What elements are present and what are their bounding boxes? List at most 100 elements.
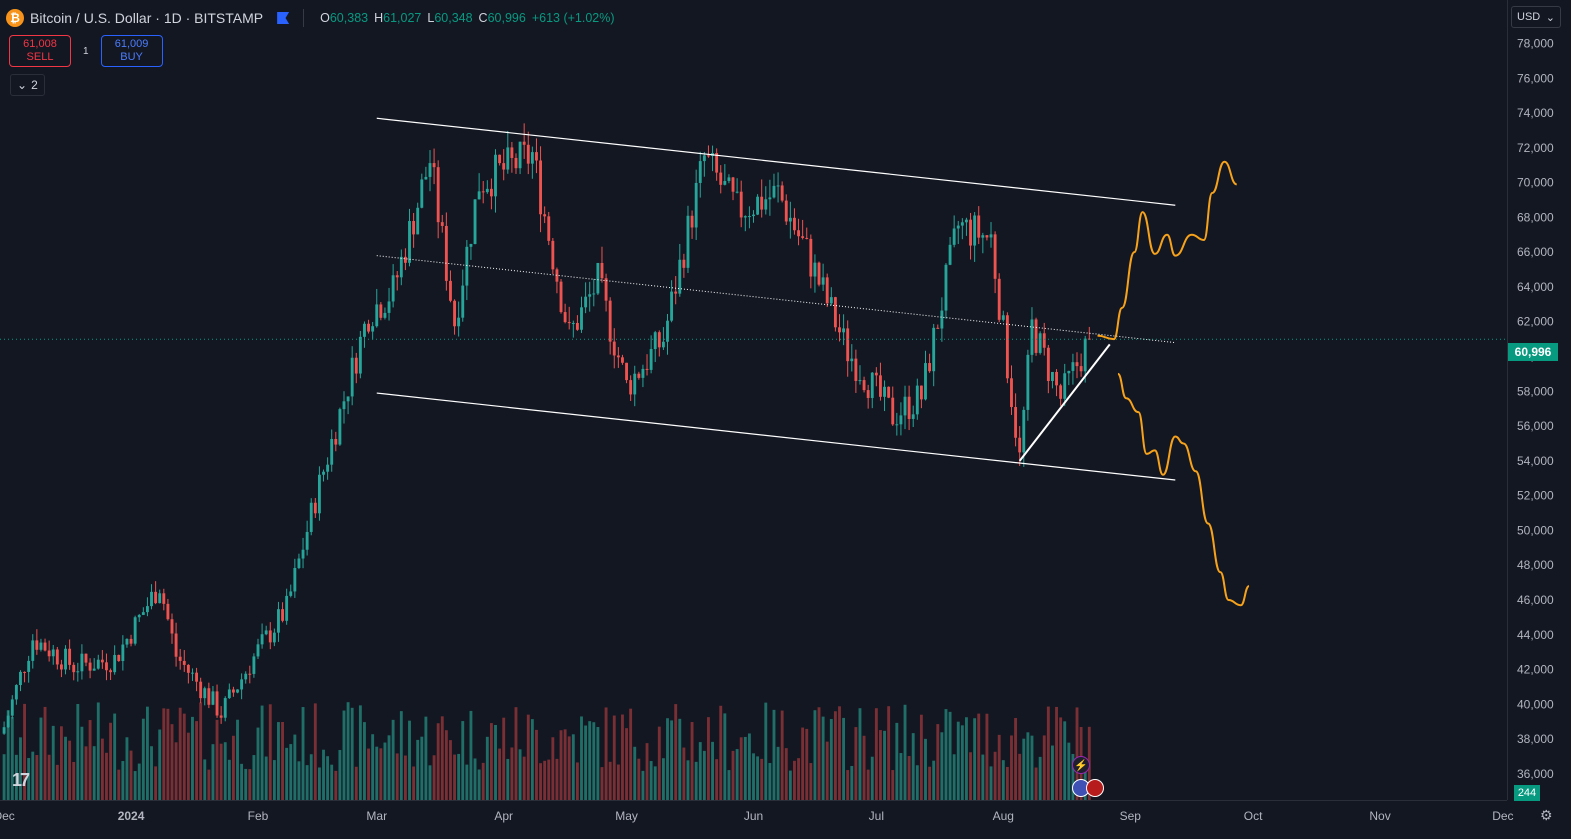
volume-bar <box>465 764 469 800</box>
candle-body <box>1030 319 1034 355</box>
volume-bar <box>461 721 465 800</box>
candle-body <box>559 281 563 313</box>
volume-bar <box>100 738 104 800</box>
volume-bar <box>879 730 882 800</box>
candle-body <box>162 593 166 604</box>
close-key: C <box>478 11 488 25</box>
candle-body <box>1079 366 1083 372</box>
candle-body <box>670 291 674 321</box>
volume-bar <box>702 750 706 800</box>
candle-body <box>788 217 792 222</box>
indicators-toggle[interactable]: ⌄ 2 <box>10 74 45 96</box>
candle-body <box>387 301 391 313</box>
volume-bar <box>469 710 473 800</box>
candle-body <box>678 259 682 294</box>
candle-body <box>719 172 723 185</box>
candle-body <box>1083 338 1087 372</box>
flag-icon[interactable] <box>277 12 290 24</box>
volume-bar <box>150 746 153 800</box>
us-flag-event-icon[interactable] <box>1086 779 1104 797</box>
volume-bar <box>72 761 76 800</box>
volume-bar <box>977 713 981 800</box>
volume-bar <box>563 729 567 800</box>
candle-body <box>6 715 10 728</box>
settings-icon[interactable]: ⚙ <box>1540 807 1553 823</box>
candle-body <box>100 659 104 663</box>
volume-bar <box>625 728 628 800</box>
candle-body <box>80 653 84 672</box>
candle-body <box>84 653 88 663</box>
volume-bar <box>883 730 886 800</box>
volume-bar <box>600 767 604 800</box>
candle-body <box>973 215 977 246</box>
time-tick-label: Aug <box>993 809 1014 823</box>
volume-bar <box>797 758 800 800</box>
volume-value-label: 244 <box>1514 785 1540 801</box>
candle-body <box>535 152 538 161</box>
currency-select[interactable]: USD ⌄ <box>1511 6 1561 28</box>
volume-bar <box>293 734 297 800</box>
chart-drawings <box>0 117 1507 607</box>
candle-body <box>39 642 43 650</box>
volume-bar <box>1022 738 1026 800</box>
candle-body <box>137 614 141 618</box>
buy-button[interactable]: 61,009 BUY <box>100 35 163 67</box>
candle-body <box>936 327 940 329</box>
volume-bar <box>35 755 39 800</box>
candle-body <box>158 593 162 604</box>
volume-bar <box>621 714 624 800</box>
candle-body <box>420 179 424 208</box>
candle-body <box>760 196 764 210</box>
price-tick-label: 38,000 <box>1517 732 1554 746</box>
volume-bar <box>346 702 350 800</box>
sell-button[interactable]: 61,008 SELL <box>9 35 71 67</box>
tradingview-logo-icon[interactable]: 17 <box>12 770 30 790</box>
candle-body <box>338 409 342 445</box>
candle-body <box>113 654 117 673</box>
volume-bar <box>960 725 964 800</box>
volume-bar <box>510 747 514 800</box>
volume-bar <box>555 758 559 800</box>
volume-bar <box>260 705 264 800</box>
open-value: 60,383 <box>329 11 369 25</box>
candle-body <box>10 699 14 716</box>
volume-bar <box>666 718 669 800</box>
candle-body <box>510 147 514 158</box>
candle-body <box>833 297 837 328</box>
candle-body <box>907 396 911 419</box>
volume-bar <box>518 749 522 800</box>
volume-bar <box>887 706 891 800</box>
candle-body <box>453 300 456 327</box>
candle-body <box>850 358 854 362</box>
volume-bar <box>981 754 985 800</box>
candle-body <box>1075 362 1079 367</box>
time-axis[interactable] <box>0 800 1507 839</box>
candle-body <box>690 215 694 228</box>
bitcoin-icon[interactable]: ₿ <box>6 9 24 27</box>
volume-bar <box>649 761 653 800</box>
candle-body <box>498 154 502 164</box>
lightning-event-icon[interactable]: ⚡ <box>1072 756 1090 774</box>
symbol-title[interactable]: Bitcoin / U.S. Dollar · 1D · BITSTAMP <box>30 10 264 26</box>
volume-bar <box>567 736 571 800</box>
volume-bar <box>940 732 944 800</box>
volume-bar <box>1010 735 1013 800</box>
candle-body <box>195 672 198 682</box>
candle-body <box>1042 333 1046 348</box>
volume-bar <box>989 766 993 800</box>
volume-bar <box>739 737 743 800</box>
candle-body <box>174 633 178 657</box>
bearish-projection-path <box>1116 372 1250 607</box>
volume-bar <box>121 761 125 800</box>
candle-body <box>383 312 387 318</box>
candle-body <box>739 191 743 218</box>
volume-bar <box>207 769 211 800</box>
candle-body <box>854 358 858 381</box>
volume-bar <box>829 719 833 800</box>
candle-body <box>334 438 338 445</box>
volume-bar <box>838 706 841 800</box>
candle-body <box>1018 437 1022 453</box>
price-axis[interactable] <box>1507 0 1571 800</box>
candle-body <box>281 609 284 621</box>
